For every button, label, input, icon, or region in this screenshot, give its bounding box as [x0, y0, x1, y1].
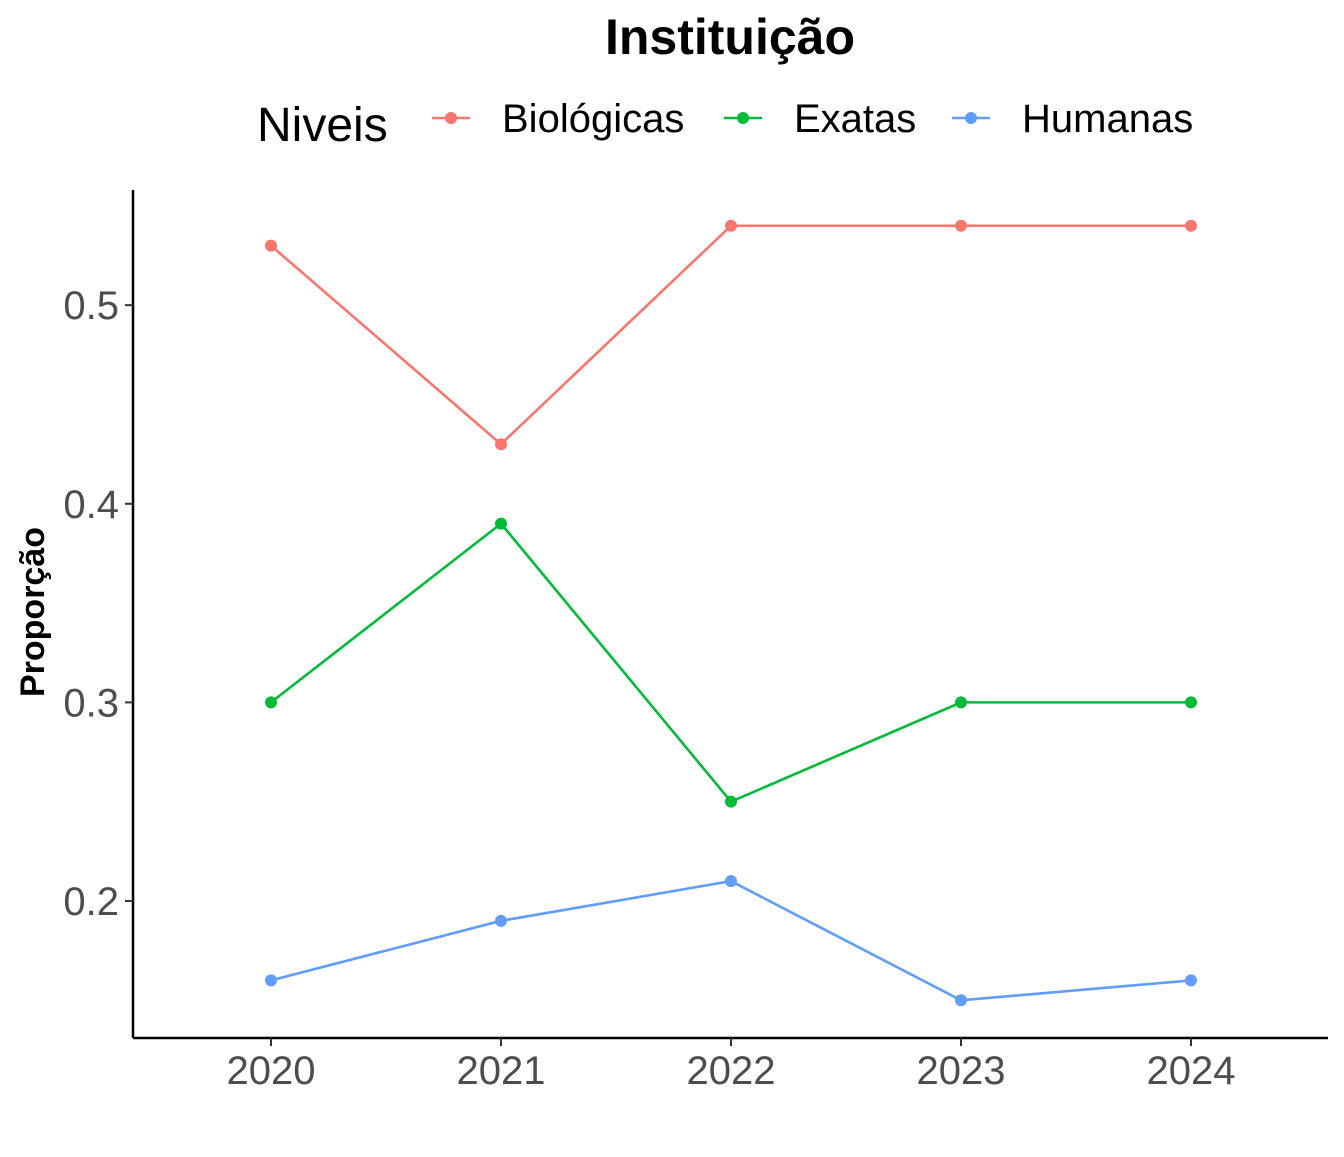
data-point: [1185, 219, 1197, 232]
x-tick-label: 2020: [227, 1049, 316, 1093]
series-exatas: [265, 517, 1197, 808]
data-point: [955, 696, 967, 709]
data-point: [495, 438, 507, 451]
legend-item-biologicas: Biológicas: [432, 97, 684, 141]
data-point: [1185, 696, 1197, 709]
axes: 0.2 0.3 0.4 0.5 2020 2021 2022 2023 2024: [63, 190, 1328, 1093]
series-line: [270, 521, 1191, 804]
x-tick-label: 2022: [687, 1049, 776, 1093]
y-tick-label: 0.2: [63, 880, 119, 924]
series-biologicas: [265, 219, 1197, 451]
y-axis-label: Proporção: [14, 527, 52, 697]
legend-key-point: [737, 112, 749, 124]
data-point: [725, 875, 737, 888]
data-point: [265, 974, 277, 987]
legend-key-point: [965, 112, 977, 124]
data-point: [495, 517, 507, 530]
data-point: [725, 219, 737, 232]
legend-item-humanas: Humanas: [952, 97, 1193, 141]
y-tick-label: 0.5: [63, 284, 119, 328]
x-tick-label: 2023: [917, 1049, 1006, 1093]
data-point: [955, 994, 967, 1007]
legend-title: Niveis: [257, 99, 388, 152]
data-point: [265, 696, 277, 709]
legend: Niveis Biológicas Exatas Humanas: [257, 97, 1193, 152]
chart-title: Instituição: [605, 9, 855, 65]
data-point: [725, 795, 737, 808]
x-tick-label: 2024: [1147, 1049, 1236, 1093]
legend-label: Exatas: [794, 97, 916, 141]
legend-label: Biológicas: [502, 97, 684, 141]
data-point: [265, 239, 277, 252]
legend-item-exatas: Exatas: [724, 97, 916, 141]
series-line: [270, 879, 1192, 1002]
series-humanas: [265, 875, 1197, 1007]
legend-key-point: [445, 112, 457, 124]
y-tick-label: 0.4: [63, 483, 119, 527]
data-point: [955, 219, 967, 232]
series-line: [270, 224, 1191, 446]
data-point: [1185, 974, 1197, 987]
y-tick-label: 0.3: [63, 681, 119, 725]
x-tick-label: 2021: [457, 1049, 546, 1093]
data-point: [495, 914, 507, 927]
series-layer: [265, 219, 1197, 1007]
legend-label: Humanas: [1022, 97, 1193, 141]
